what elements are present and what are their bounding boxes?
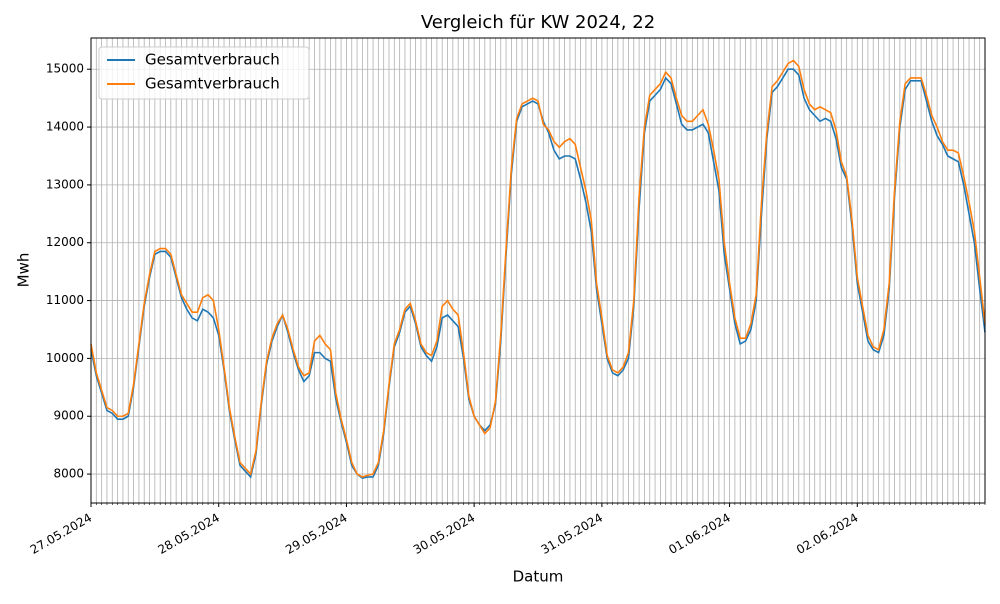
- y-tick-label: 9000: [53, 409, 84, 423]
- chart-title: Vergleich für KW 2024, 22: [421, 12, 655, 33]
- legend-box: [98, 46, 310, 100]
- x-axis-label: Datum: [513, 568, 564, 586]
- y-axis-label: Mwh: [15, 253, 33, 288]
- y-tick-label: 8000: [53, 467, 84, 481]
- y-tick-label: 15000: [46, 62, 84, 76]
- legend-label: Gesamtverbrauch: [145, 75, 280, 93]
- y-tick-label: 11000: [46, 293, 84, 307]
- y-tick-label: 14000: [46, 120, 84, 134]
- y-tick-label: 12000: [46, 235, 84, 249]
- series-line: [90, 59, 986, 478]
- plot-frame: [90, 37, 986, 504]
- legend-label: Gesamtverbrauch: [145, 51, 280, 69]
- y-tick-label: 10000: [46, 351, 84, 365]
- y-tick-label: 13000: [46, 177, 84, 191]
